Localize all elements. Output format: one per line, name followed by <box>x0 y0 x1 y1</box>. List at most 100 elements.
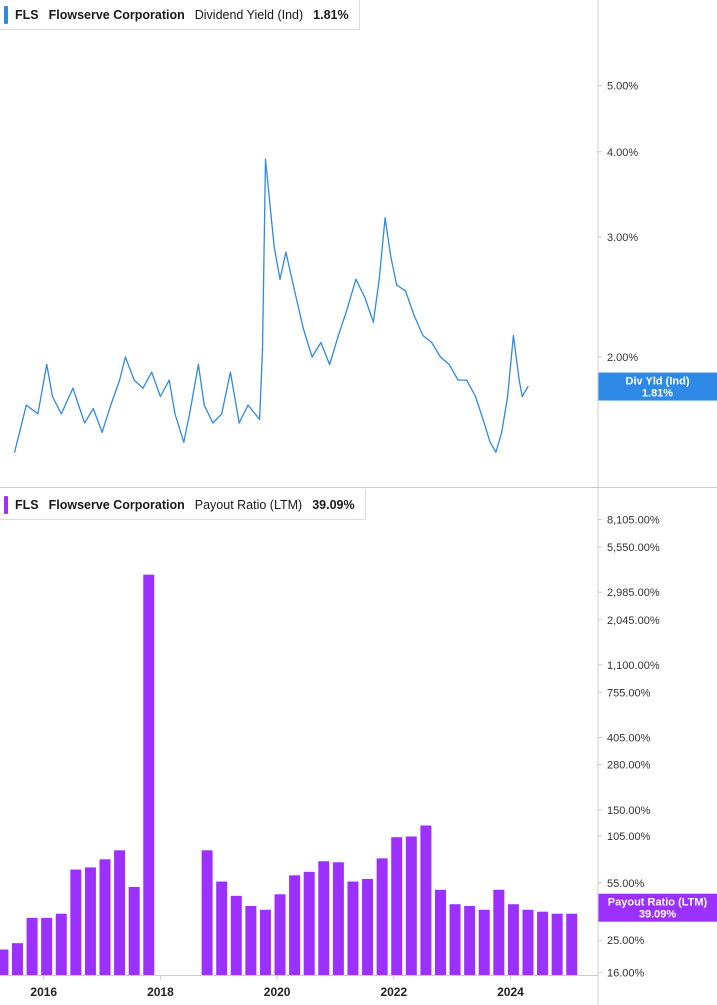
payout-bar <box>507 904 519 975</box>
yield-point <box>320 341 322 344</box>
payout-bar <box>347 881 359 975</box>
payout-bar <box>26 917 38 975</box>
x-tick-label: 2024 <box>497 985 524 999</box>
yield-point <box>329 363 331 366</box>
yield-swatch <box>4 5 8 24</box>
yield-point <box>60 413 62 415</box>
yield-point <box>13 451 16 453</box>
yield-point <box>110 404 112 406</box>
payout-bar <box>55 913 67 975</box>
yield-point <box>483 422 485 424</box>
bottom-legend-company: Flowserve Corporation <box>48 497 185 512</box>
payout-bar <box>274 894 286 975</box>
payout-bar <box>99 859 111 975</box>
payout-bar <box>332 862 344 975</box>
yield-point <box>212 422 214 424</box>
payout-bar <box>289 875 301 975</box>
payout-bar <box>434 889 446 975</box>
payout-bar <box>551 913 563 975</box>
yield-point <box>247 404 249 406</box>
y-tick-label: 16.00% <box>607 968 645 980</box>
yield-point <box>119 379 121 381</box>
yield-point <box>474 395 477 398</box>
payout-bar <box>420 825 432 975</box>
yield-point <box>189 413 191 415</box>
payout-bar <box>391 837 403 975</box>
yield-point <box>384 217 386 219</box>
payout-bar <box>318 861 330 975</box>
payout-bar <box>70 869 82 975</box>
payout-bar <box>449 904 461 975</box>
payout-bar <box>128 886 140 975</box>
yield-point <box>364 296 366 298</box>
yield-point <box>396 284 398 286</box>
x-tick-label: 2016 <box>30 985 57 999</box>
x-tick-label: 2022 <box>380 985 407 999</box>
y-tick-label: 1,100.00% <box>607 660 660 672</box>
last-value-tag-label: Div Yld (Ind) <box>626 376 690 388</box>
top-legend-metric: Dividend Yield (Ind) <box>194 7 304 22</box>
y-tick-label: 25.00% <box>607 935 645 947</box>
yield-point <box>521 395 523 398</box>
yield-point <box>495 451 497 453</box>
payout-bar <box>537 911 549 975</box>
payout-bar <box>303 871 315 975</box>
y-tick-label: 2,045.00% <box>607 615 660 627</box>
y-tick-label: 4.00% <box>607 147 638 159</box>
yield-point <box>142 387 144 389</box>
payout-bar <box>230 895 242 975</box>
yield-point <box>489 441 491 443</box>
yield-point <box>197 363 199 366</box>
payout-bar <box>522 909 534 975</box>
yield-point <box>133 379 135 381</box>
payout-bar <box>493 889 505 975</box>
bottom-legend-metric: Payout Ratio (LTM) <box>194 497 303 512</box>
yield-point <box>92 407 94 410</box>
payout-bar <box>464 906 476 975</box>
yield-point <box>390 256 392 258</box>
payout-bar <box>245 906 257 975</box>
payout-bar <box>0 949 9 975</box>
yield-point <box>83 422 86 424</box>
y-tick-label: 105.00% <box>607 831 651 843</box>
top-legend-value: 1.81% <box>313 7 349 22</box>
yield-point <box>46 363 48 366</box>
yield-point <box>279 278 281 280</box>
payout-bar <box>362 878 374 975</box>
yield-point <box>413 314 415 317</box>
last-value-tag-value: 1.81% <box>642 388 673 400</box>
yield-point <box>448 363 450 366</box>
payout-bar <box>405 836 417 975</box>
yield-point <box>259 418 261 420</box>
yield-point <box>183 441 185 443</box>
yield-point <box>512 334 515 337</box>
yield-point <box>221 413 223 415</box>
y-tick-label: 5,550.00% <box>607 542 660 554</box>
yield-point <box>506 395 509 398</box>
payout-bar <box>84 867 96 975</box>
yield-point <box>439 356 442 358</box>
yield-point <box>422 334 424 337</box>
y-tick-label: 55.00% <box>607 878 645 890</box>
y-tick-label: 5.00% <box>607 81 638 93</box>
x-tick-label: 2020 <box>264 985 291 999</box>
payout-bar <box>259 909 271 975</box>
yield-point <box>268 199 271 201</box>
y-tick-label: 755.00% <box>607 687 651 699</box>
payout-bar <box>41 917 53 975</box>
y-tick-label: 2,985.00% <box>607 587 660 599</box>
top-legend-company: Flowserve Corporation <box>48 7 185 22</box>
bottom-legend-ticker: FLS <box>15 497 39 512</box>
yield-point <box>372 321 374 323</box>
y-tick-label: 8,105.00% <box>607 515 660 527</box>
yield-point <box>203 404 205 406</box>
payout-bar <box>376 858 388 975</box>
yield-point <box>72 387 74 389</box>
yield-point <box>337 334 339 337</box>
last-value-tag-label: Payout Ratio (LTM) <box>608 897 708 909</box>
payout-bar <box>201 850 213 975</box>
x-tick-label: 2018 <box>147 985 174 999</box>
y-tick-label: 3.00% <box>607 232 638 244</box>
yield-point <box>124 356 127 358</box>
yield-point <box>518 379 520 381</box>
